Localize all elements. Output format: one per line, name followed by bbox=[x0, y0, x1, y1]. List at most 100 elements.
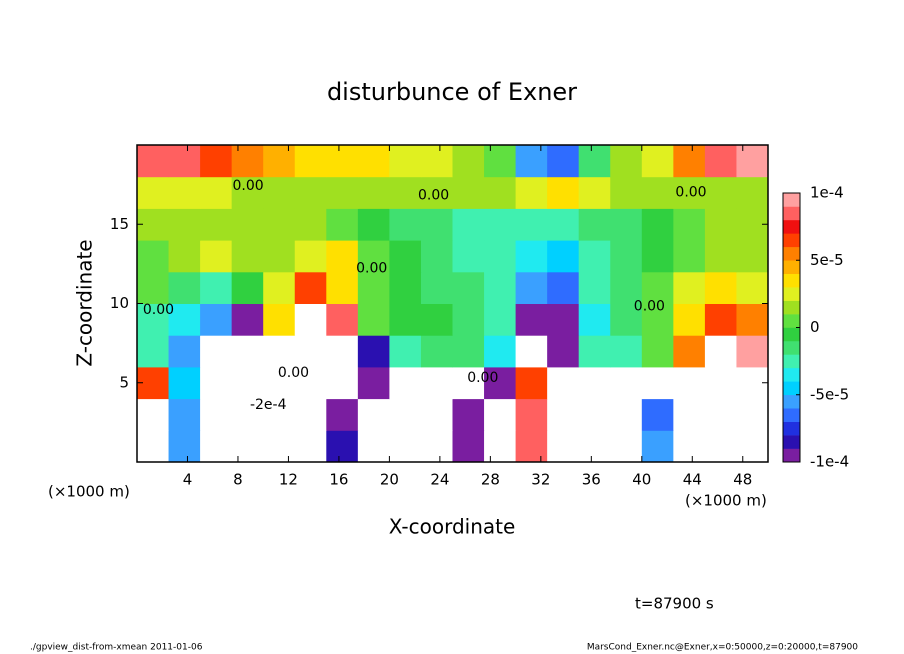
colorbar-bin bbox=[783, 408, 800, 422]
heat-cell bbox=[673, 303, 706, 336]
x-unit-label: (×1000 m) bbox=[48, 483, 130, 501]
heat-cell bbox=[452, 303, 485, 336]
heat-cell bbox=[484, 398, 517, 431]
heat-cell bbox=[515, 366, 548, 400]
heat-cell bbox=[294, 398, 327, 431]
heat-cell bbox=[610, 398, 643, 431]
heat-cell bbox=[547, 271, 580, 304]
contour-label: 0.00 bbox=[356, 261, 387, 277]
heat-cell bbox=[137, 271, 170, 304]
heat-cell bbox=[263, 366, 296, 400]
heat-cell bbox=[673, 271, 706, 304]
heat-cell bbox=[200, 398, 233, 431]
heat-cell bbox=[484, 335, 517, 368]
heat-cell bbox=[137, 398, 170, 431]
heat-cell bbox=[484, 430, 517, 463]
heat-cell bbox=[294, 240, 327, 273]
heat-cell bbox=[168, 303, 201, 336]
heat-cell bbox=[389, 303, 422, 336]
colorbar-bin bbox=[783, 394, 800, 409]
heat-cell bbox=[294, 303, 327, 336]
heat-cell bbox=[736, 240, 769, 273]
heat-cell bbox=[420, 366, 453, 400]
heat-cell bbox=[578, 303, 611, 336]
heat-cell bbox=[515, 430, 548, 463]
heat-cell bbox=[168, 240, 201, 273]
colorbar-bin bbox=[783, 367, 800, 382]
heat-cell bbox=[168, 430, 201, 463]
heat-cell bbox=[704, 366, 737, 400]
heat-cell bbox=[263, 303, 296, 336]
colorbar-tick-label: -1e-4 bbox=[810, 453, 849, 471]
heat-cell bbox=[200, 240, 233, 273]
heat-cell bbox=[326, 271, 359, 304]
contour-label: 0.00 bbox=[634, 299, 665, 315]
heat-cell bbox=[231, 366, 264, 400]
footer: MarsCond_Exner.nc@Exner,x=0:50000,z=0:20… bbox=[587, 643, 858, 653]
heat-cell bbox=[420, 430, 453, 463]
heat-cell bbox=[357, 335, 390, 368]
heat-cell bbox=[357, 145, 390, 178]
x-tick-label: 20 bbox=[380, 471, 399, 489]
heat-cell bbox=[326, 145, 359, 178]
heat-cell bbox=[168, 398, 201, 431]
x-tick-label: 36 bbox=[582, 471, 601, 489]
heat-cell bbox=[610, 303, 643, 336]
heat-cell bbox=[673, 366, 706, 400]
heat-cell bbox=[673, 176, 706, 209]
heat-cell bbox=[420, 271, 453, 304]
x-axis-label: X-coordinate bbox=[389, 515, 516, 539]
colorbar-bin bbox=[783, 340, 800, 355]
heat-cell bbox=[200, 335, 233, 368]
heat-cell bbox=[420, 208, 453, 241]
heat-cell bbox=[641, 398, 674, 431]
heat-cell bbox=[294, 335, 327, 368]
heat-cell bbox=[641, 208, 674, 241]
heat-cell bbox=[704, 430, 737, 463]
heat-cell bbox=[420, 335, 453, 368]
heat-cell bbox=[547, 366, 580, 400]
heat-cell bbox=[263, 145, 296, 178]
colorbar-bin bbox=[783, 435, 800, 449]
heat-cell bbox=[231, 271, 264, 304]
heat-cell bbox=[641, 335, 674, 368]
heat-cell bbox=[420, 398, 453, 431]
colorbar-tick-label: 5e-5 bbox=[810, 251, 844, 269]
heat-cell bbox=[294, 271, 327, 304]
heat-cell bbox=[294, 430, 327, 463]
heat-cell bbox=[294, 366, 327, 400]
x-unit-label: (×1000 m) bbox=[685, 492, 767, 510]
heat-cell bbox=[452, 145, 485, 178]
heat-cell bbox=[515, 335, 548, 368]
colorbar-bin bbox=[783, 381, 800, 396]
heat-cell bbox=[326, 430, 359, 463]
heat-cell bbox=[137, 145, 170, 178]
heat-cell bbox=[610, 335, 643, 368]
heat-cell bbox=[168, 208, 201, 241]
heat-cell bbox=[547, 240, 580, 273]
heat-cell bbox=[578, 176, 611, 209]
heat-cell bbox=[578, 335, 611, 368]
colorbar-bin bbox=[783, 354, 800, 369]
colorbar-bin bbox=[783, 327, 800, 342]
heat-cell bbox=[673, 430, 706, 463]
colorbar-bin bbox=[783, 287, 800, 301]
heat-cell bbox=[452, 366, 485, 400]
heat-cell bbox=[452, 208, 485, 241]
heat-cell bbox=[137, 303, 170, 336]
heat-cell bbox=[231, 398, 264, 431]
heat-cell bbox=[326, 240, 359, 273]
heat-cell bbox=[389, 240, 422, 273]
heat-cell bbox=[484, 366, 517, 400]
heat-cell bbox=[673, 335, 706, 368]
heat-cell bbox=[547, 208, 580, 241]
heat-cell bbox=[736, 145, 769, 178]
heat-cell bbox=[515, 240, 548, 273]
heat-cell bbox=[294, 176, 327, 209]
heat-cell bbox=[484, 303, 517, 336]
contour-label: 0.00 bbox=[418, 188, 449, 204]
heat-cell bbox=[515, 271, 548, 304]
heat-cell bbox=[736, 430, 769, 463]
heat-cell bbox=[641, 366, 674, 400]
heat-cell bbox=[578, 430, 611, 463]
